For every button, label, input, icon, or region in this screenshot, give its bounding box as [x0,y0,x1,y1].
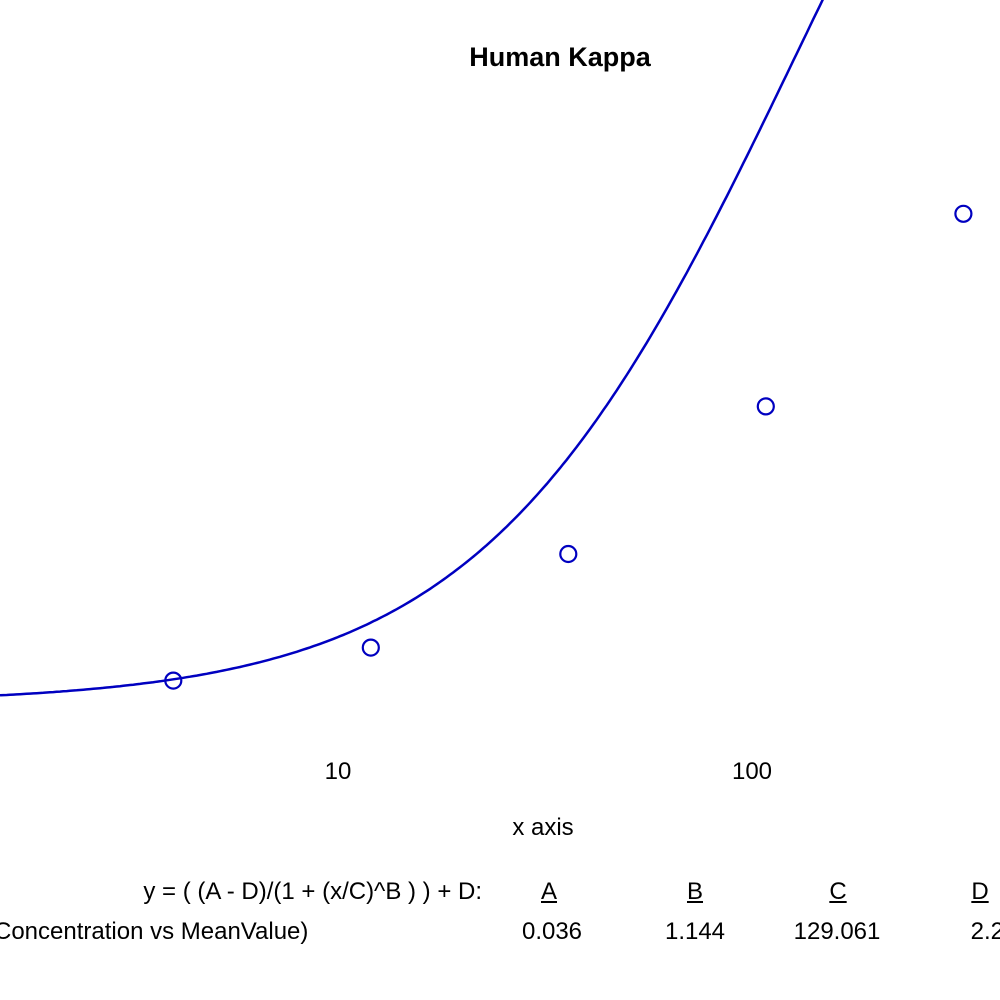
x-axis-label: x axis [512,814,574,841]
data-point-4 [756,397,775,416]
data-point-2 [361,638,380,657]
param-d-header: D [971,878,989,905]
param-c-value: 129.061 [793,918,881,945]
param-c-header: C [829,878,847,905]
x-tick-label-10: 10 [324,758,352,785]
fit-equation: y = ( (A - D)/(1 + (x/C)^B ) ) + D: [143,878,482,905]
fit-curve [0,0,824,697]
fit-series-label: Concentration vs MeanValue) [0,918,309,945]
data-point-3 [559,544,578,564]
data-point-5 [954,204,973,223]
chart-title: Human Kappa [469,42,651,72]
x-tick-label-100: 100 [731,758,773,785]
param-b-value: 1.144 [664,918,726,945]
param-b-header: B [686,878,704,905]
data-point-1 [164,671,183,690]
param-d-value: 2.21 [970,918,1000,945]
param-a-header: A [540,878,558,905]
param-a-value: 0.036 [521,918,583,945]
